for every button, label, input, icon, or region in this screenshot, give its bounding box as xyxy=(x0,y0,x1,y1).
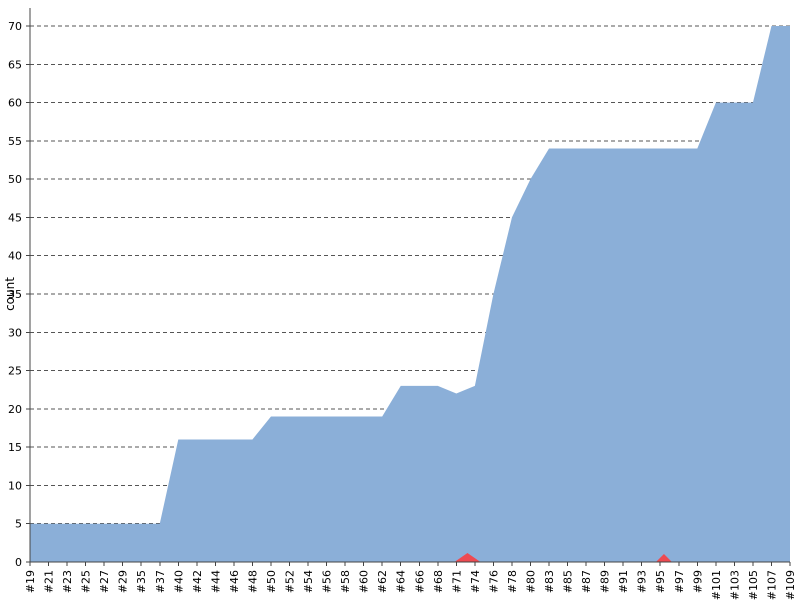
x-axis-tick-label: #27 xyxy=(98,570,111,593)
axis-lines xyxy=(29,8,790,563)
y-axis-tick-label: 60 xyxy=(8,97,22,110)
y-axis-tick-label: 50 xyxy=(8,173,22,186)
x-axis-tick-label: #21 xyxy=(43,570,56,593)
y-axis-tick-label: 35 xyxy=(8,288,22,301)
x-axis-tick-labels: #19 #21 #23 #25 #27 #29 #35 #37 #40 #42 #44 #46 #48 #… xyxy=(24,570,797,600)
x-axis-tick-label: #52 xyxy=(284,570,297,593)
marker-series xyxy=(454,553,672,562)
x-axis-tick-label: #19 xyxy=(24,570,37,593)
x-axis-tick-label: #76 xyxy=(487,570,500,593)
y-axis-tick-label: 40 xyxy=(8,250,22,263)
x-axis-tick-label: #103 xyxy=(728,570,741,600)
x-axis-tick-label: #93 xyxy=(636,570,649,593)
x-axis-tick-label: #95 xyxy=(654,570,667,593)
y-axis-title-label: count xyxy=(3,277,17,311)
x-axis-tick-label: #50 xyxy=(265,570,278,593)
x-axis-tick-label: #109 xyxy=(784,570,797,600)
x-axis-tick-label: #83 xyxy=(543,570,556,593)
x-axis-tick-label: #54 xyxy=(302,570,315,593)
y-axis-tick-label: 45 xyxy=(8,211,22,224)
x-axis-tick-label: #99 xyxy=(691,570,704,593)
x-axis-tick-label: #37 xyxy=(154,570,167,593)
grid-lines xyxy=(30,25,790,525)
y-axis-tick-label: 30 xyxy=(8,326,22,339)
y-axis-tick-label: 55 xyxy=(8,135,22,148)
x-axis-tick-label: #68 xyxy=(432,570,445,593)
y-axis-tick-label: 70 xyxy=(8,20,22,33)
area-series xyxy=(30,26,790,562)
x-axis-tick-label: #78 xyxy=(506,570,519,593)
x-axis-tick-label: #58 xyxy=(339,570,352,593)
x-axis-tick-label: #80 xyxy=(524,570,537,593)
y-axis-ticks xyxy=(26,25,30,563)
x-axis-tick-label: #101 xyxy=(710,570,723,600)
x-axis-ticks xyxy=(29,562,791,566)
x-axis-tick-label: #56 xyxy=(321,570,334,593)
x-axis-tick-label: #23 xyxy=(61,570,74,593)
x-axis-tick-label: #48 xyxy=(246,570,259,593)
y-axis-tick-label: 25 xyxy=(8,365,22,378)
x-axis-tick-label: #97 xyxy=(673,570,686,593)
y-axis-title: count xyxy=(3,277,17,311)
failure-marker xyxy=(454,553,481,562)
x-axis-tick-label: #85 xyxy=(562,570,575,593)
x-axis-tick-label: #44 xyxy=(209,570,222,593)
x-axis-tick-label: #42 xyxy=(191,570,204,593)
x-axis-tick-label: #105 xyxy=(747,570,760,600)
y-axis-tick-label: 20 xyxy=(8,403,22,416)
x-axis-tick-label: #87 xyxy=(580,570,593,593)
x-axis-tick-label: #64 xyxy=(395,570,408,593)
y-axis-tick-label: 0 xyxy=(15,556,22,569)
y-axis-tick-label: 65 xyxy=(8,58,22,71)
x-axis-tick-label: #107 xyxy=(765,570,778,600)
x-axis-tick-label: #25 xyxy=(80,570,93,593)
x-axis-tick-label: #29 xyxy=(117,570,130,593)
y-axis-tick-label: 15 xyxy=(8,441,22,454)
y-axis-tick-labels: 0 5 10 15 20 25 30 35 40 45 50 55 60 65 70 xyxy=(8,20,22,569)
x-axis-tick-label: #66 xyxy=(413,570,426,593)
x-axis-tick-label: #46 xyxy=(228,570,241,593)
y-axis-tick-label: 10 xyxy=(8,479,22,492)
x-axis-tick-label: #35 xyxy=(135,570,148,593)
failure-marker xyxy=(655,554,672,562)
y-axis-tick-label: 5 xyxy=(15,518,22,531)
x-axis-tick-label: #40 xyxy=(172,570,185,593)
area-path xyxy=(30,26,790,562)
x-axis-tick-label: #89 xyxy=(599,570,612,593)
x-axis-tick-label: #91 xyxy=(617,570,630,593)
x-axis-tick-label: #60 xyxy=(358,570,371,593)
x-axis-tick-label: #62 xyxy=(376,570,389,593)
x-axis-tick-label: #71 xyxy=(450,570,463,593)
x-axis-tick-label: #74 xyxy=(469,570,482,593)
